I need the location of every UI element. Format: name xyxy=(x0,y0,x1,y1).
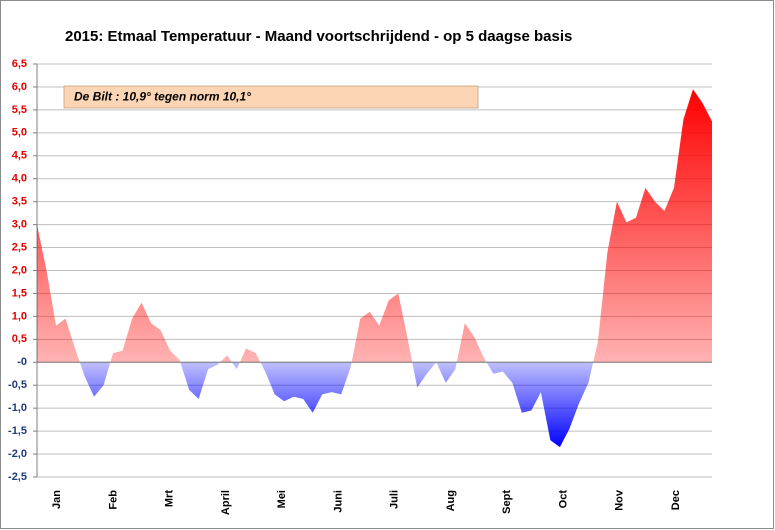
chart-title: 2015: Etmaal Temperatuur - Maand voortsc… xyxy=(65,28,572,45)
y-tick-label: 1,5 xyxy=(12,287,27,299)
y-tick-label: 2,0 xyxy=(12,264,27,276)
y-tick-label: -2,0 xyxy=(8,448,27,460)
x-tick-label: Aug xyxy=(445,490,457,511)
y-tick-label: 6,5 xyxy=(12,58,27,70)
y-tick-label: 5,0 xyxy=(12,127,27,139)
x-tick-label: Mei xyxy=(276,490,288,508)
y-tick-label: 4,0 xyxy=(12,173,27,185)
y-tick-label: 2,5 xyxy=(12,241,27,253)
y-tick-label: 4,5 xyxy=(12,150,27,162)
x-tick-label: Dec xyxy=(670,490,682,510)
y-tick-label: -1,0 xyxy=(8,402,27,414)
x-tick-label: Jan xyxy=(51,490,63,509)
x-tick-label: Feb xyxy=(107,490,119,510)
y-tick-label: -2,5 xyxy=(8,471,27,483)
x-tick-label: April xyxy=(220,490,232,515)
y-tick-label: 1,0 xyxy=(12,310,27,322)
x-tick-label: Juni xyxy=(332,490,344,513)
y-tick-label: -1,5 xyxy=(8,425,27,437)
annotation-box xyxy=(63,85,479,109)
y-tick-label: -0,5 xyxy=(8,379,27,391)
x-tick-label: Oct xyxy=(557,490,569,509)
y-tick-label: 3,0 xyxy=(12,219,27,231)
y-tick-label: 6,0 xyxy=(12,81,27,93)
x-tick-label: Mrt xyxy=(164,490,176,507)
y-tick-label: 3,5 xyxy=(12,196,27,208)
annotation: De Bilt : 10,9° tegen norm 10,1° xyxy=(74,90,251,104)
x-tick-label: Sept xyxy=(501,490,513,514)
x-tick-label: Juli xyxy=(389,490,401,509)
x-tick-label: Nov xyxy=(614,489,626,511)
y-tick-label: 5,5 xyxy=(12,104,27,116)
y-tick-label: 0,5 xyxy=(12,333,27,345)
y-tick-label: -0 xyxy=(17,356,27,368)
